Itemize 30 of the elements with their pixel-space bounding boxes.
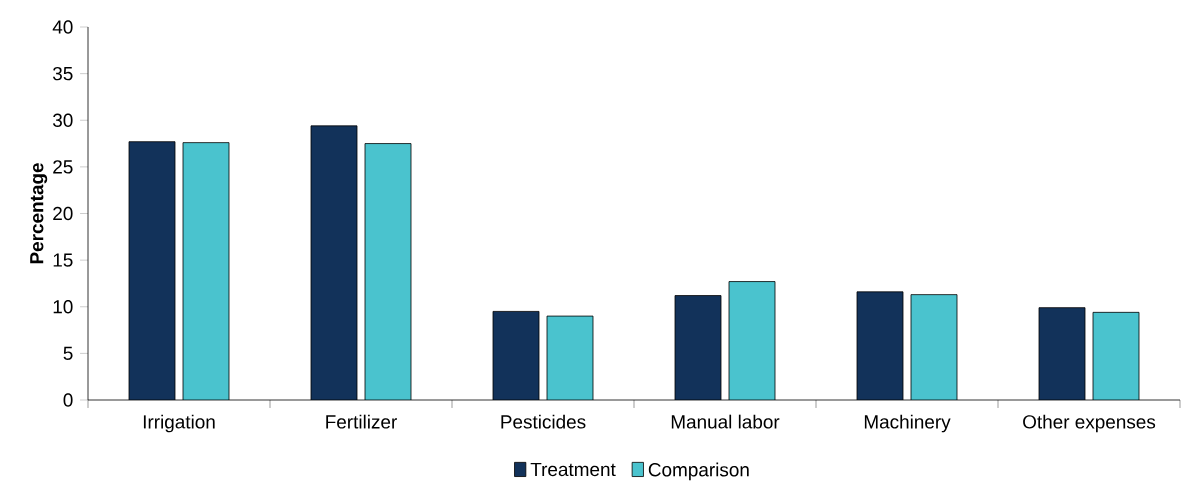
bar bbox=[493, 311, 539, 400]
bar bbox=[365, 143, 411, 400]
x-tick-label: Fertilizer bbox=[326, 414, 397, 429]
bar bbox=[547, 316, 593, 400]
bar bbox=[729, 281, 776, 400]
x-tick-label: Irrigation bbox=[143, 414, 215, 433]
bar bbox=[311, 125, 357, 400]
x-tick-label: Pesticides bbox=[501, 414, 586, 429]
x-tick-label: Manual labor bbox=[671, 414, 780, 429]
y-tick-label: 20 bbox=[53, 206, 73, 221]
bar bbox=[1092, 311, 1140, 400]
legend-label: Treatment bbox=[530, 462, 616, 477]
y-axis-title: Percentage bbox=[30, 163, 48, 264]
y-tick-label: 0 bbox=[63, 393, 73, 407]
bar bbox=[183, 142, 229, 400]
y-tick-label: 10 bbox=[53, 300, 73, 314]
bar bbox=[857, 291, 904, 400]
y-tick-label: 35 bbox=[52, 66, 73, 81]
y-tick-label: 5 bbox=[63, 346, 73, 360]
y-tick-label: 25 bbox=[53, 160, 73, 174]
bar bbox=[675, 295, 721, 400]
y-tick-label: 30 bbox=[52, 113, 73, 127]
legend-label: Comparison bbox=[648, 462, 749, 481]
y-tick-label: 40 bbox=[52, 20, 73, 34]
bar bbox=[1038, 307, 1086, 400]
bar bbox=[911, 294, 958, 400]
y-tick-label: 15 bbox=[53, 253, 73, 267]
x-tick-label: Other expenses bbox=[1023, 414, 1156, 433]
x-tick-label: Machinery bbox=[864, 414, 951, 433]
bar bbox=[129, 141, 175, 400]
